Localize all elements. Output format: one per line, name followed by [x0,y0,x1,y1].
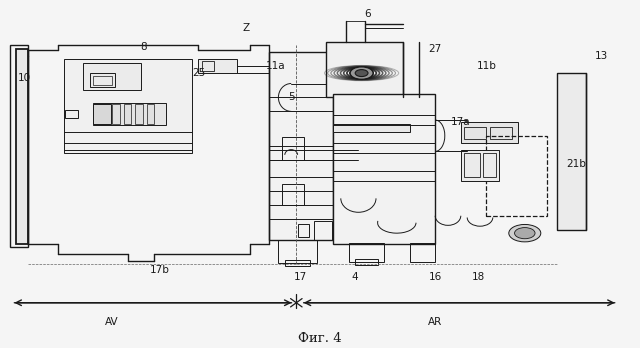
Text: 18: 18 [472,272,485,282]
Circle shape [355,70,368,77]
Text: Z: Z [243,23,250,33]
Bar [355,259,378,265]
Text: 4: 4 [352,272,358,282]
Bar [298,224,309,237]
Bar [93,103,166,125]
Circle shape [515,228,535,239]
Text: 17b: 17b [150,265,170,275]
Circle shape [509,224,541,242]
Bar [112,104,120,124]
Text: 27: 27 [429,44,442,54]
Bar [557,73,586,230]
Bar [93,104,111,124]
Bar [10,45,28,247]
Bar [282,137,304,160]
Bar [410,243,435,262]
Text: 17a: 17a [451,117,470,127]
Bar [269,52,333,240]
Bar [326,42,403,97]
Bar [64,59,192,153]
Text: 11a: 11a [266,61,285,71]
Bar [282,184,304,205]
Text: 5: 5 [288,93,294,102]
Text: 8: 8 [141,42,147,52]
Circle shape [350,67,373,79]
Text: 16: 16 [429,272,442,282]
Bar [278,240,317,263]
Bar [349,243,384,262]
Text: 6: 6 [365,9,371,19]
Text: 17: 17 [294,272,307,282]
Bar [464,153,480,177]
Bar [124,104,131,124]
Text: 11b: 11b [476,61,497,71]
Bar [135,104,143,124]
Bar [16,49,28,244]
Bar [285,260,310,266]
Bar [147,104,154,124]
Bar [333,124,410,132]
Bar [65,110,78,118]
Text: 10: 10 [18,73,31,83]
Text: 13: 13 [595,51,608,61]
Text: AV: AV [105,317,119,327]
Bar [464,127,486,139]
Bar [83,63,141,90]
Text: AR: AR [428,317,442,327]
Bar [483,153,496,177]
Bar [486,136,547,216]
Bar [490,127,512,139]
Bar [461,122,518,143]
Text: Фиг. 4: Фиг. 4 [298,332,342,345]
Bar [314,221,332,240]
Bar [198,59,237,73]
Text: 21b: 21b [566,159,586,168]
Bar [90,73,115,87]
Bar [202,61,214,71]
Bar [461,150,499,181]
Bar [333,94,435,244]
Bar [93,76,112,85]
Text: 25: 25 [192,68,205,78]
